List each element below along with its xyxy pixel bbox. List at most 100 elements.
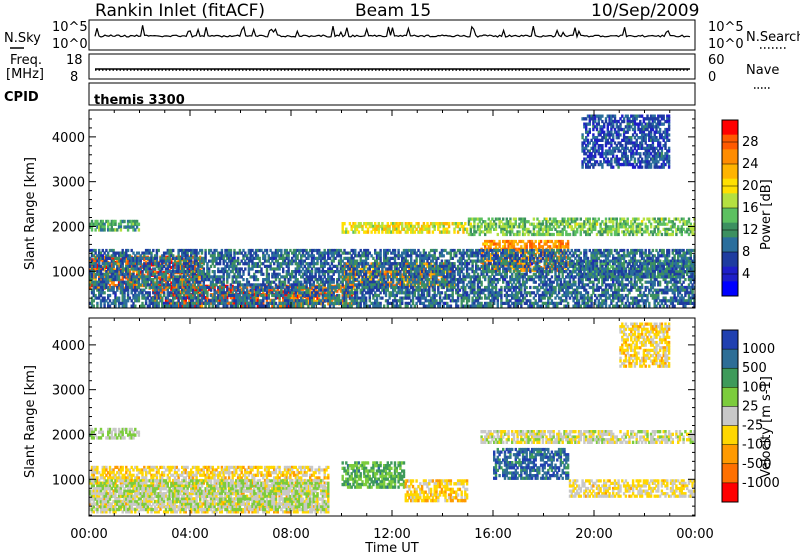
heatmap-cell (366, 270, 370, 274)
heatmap-cell (619, 225, 622, 229)
heatmap-cell (377, 224, 380, 229)
heatmap-cell (346, 294, 350, 298)
heatmap-cell (182, 290, 186, 294)
heatmap-cell (548, 217, 552, 221)
heatmap-cell (532, 245, 536, 249)
heatmap-cell (586, 270, 590, 274)
heatmap-cell (527, 239, 530, 244)
heatmap-cell (90, 225, 94, 229)
heatmap-cell (426, 222, 429, 226)
heatmap-cell (496, 217, 499, 221)
heatmap-cell (89, 278, 92, 282)
heatmap-cell (168, 273, 171, 277)
heatmap-cell (583, 222, 586, 226)
heatmap-cell (429, 222, 433, 226)
heatmap-cell (408, 267, 411, 272)
heatmap-cell (601, 220, 604, 224)
heatmap-cell (512, 242, 516, 246)
heatmap-cell (98, 251, 101, 255)
heatmap-cell (505, 232, 508, 237)
heatmap-cell (283, 293, 287, 297)
heatmap-cell (438, 222, 442, 226)
heatmap-cell (669, 227, 673, 231)
heatmap-cell (585, 232, 588, 237)
heatmap-cell (494, 266, 498, 270)
heatmap-cell (94, 256, 97, 260)
heatmap-cell (680, 217, 683, 221)
heatmap-cell (384, 276, 388, 280)
heatmap-cell (121, 276, 124, 280)
heatmap-cell (99, 228, 103, 232)
heatmap-cell (473, 232, 476, 237)
heatmap-cell (229, 285, 233, 290)
heatmap-cell (507, 250, 510, 254)
heatmap-cell (642, 260, 646, 264)
heatmap-cell (94, 296, 97, 300)
heatmap-cell (125, 260, 128, 264)
heatmap-cell (90, 291, 94, 295)
heatmap-cell (401, 276, 404, 280)
heatmap-cell (523, 245, 527, 249)
heatmap-cell (624, 225, 628, 229)
heatmap-cell (622, 260, 626, 264)
heatmap-cell (352, 284, 355, 288)
heatmap-cell (96, 222, 99, 226)
heatmap-cell (635, 227, 638, 231)
heatmap-cell (496, 232, 499, 237)
heatmap-cell (90, 304, 94, 308)
heatmap-cell (485, 258, 489, 262)
heatmap-cell (498, 242, 501, 246)
heatmap-cell (364, 265, 368, 269)
heatmap-cell (89, 256, 92, 260)
heatmap-cell (354, 230, 357, 234)
heatmap-cell (110, 228, 113, 232)
heatmap-cell (660, 270, 664, 274)
heatmap-cell (422, 270, 426, 274)
heatmap-cell (568, 225, 572, 229)
heatmap-cell (110, 248, 113, 253)
heatmap-cell (404, 222, 407, 226)
heatmap-cell (294, 297, 297, 301)
heatmap-cell (200, 304, 204, 308)
heatmap-cell (671, 272, 674, 277)
heatmap-cell (458, 227, 462, 231)
heatmap-cell (357, 222, 361, 226)
heatmap-cell (204, 295, 207, 300)
heatmap-cell (352, 287, 355, 291)
heatmap-cell (523, 220, 527, 224)
heatmap-cell (294, 304, 297, 308)
heatmap-cell (105, 254, 108, 258)
heatmap-cell (395, 227, 398, 231)
heatmap-cell (657, 232, 660, 237)
heatmap-cell (128, 271, 132, 275)
heatmap-cell (565, 245, 568, 249)
heatmap-cell (534, 232, 537, 237)
heatmap-cell (186, 293, 189, 297)
heatmap-cell (101, 272, 104, 276)
heatmap-cell (612, 225, 615, 229)
heatmap-cell (181, 304, 184, 308)
heatmap-cell (617, 275, 620, 279)
heatmap-cell (617, 267, 620, 271)
heatmap-cell (561, 242, 564, 246)
heatmap-cell (404, 224, 407, 229)
heatmap-cell (415, 262, 418, 266)
heatmap-cell (500, 247, 503, 251)
heatmap-cell (300, 294, 303, 298)
heatmap-cell (511, 225, 514, 229)
heatmap-cell (265, 298, 269, 303)
heatmap-cell (615, 217, 618, 221)
heatmap-cell (341, 294, 344, 298)
heatmap-cell (383, 227, 386, 231)
heatmap-cell (655, 275, 658, 279)
heatmap-cell (108, 267, 112, 271)
heatmap-cell (107, 293, 110, 298)
heatmap-cell (525, 220, 528, 224)
heatmap-cell (426, 265, 429, 269)
heatmap-cell (128, 268, 132, 272)
heatmap-cell (662, 227, 665, 231)
heatmap-cell (588, 225, 591, 229)
heatmap-cell (153, 298, 157, 303)
heatmap-cell (686, 230, 689, 234)
heatmap-cell (462, 227, 465, 231)
